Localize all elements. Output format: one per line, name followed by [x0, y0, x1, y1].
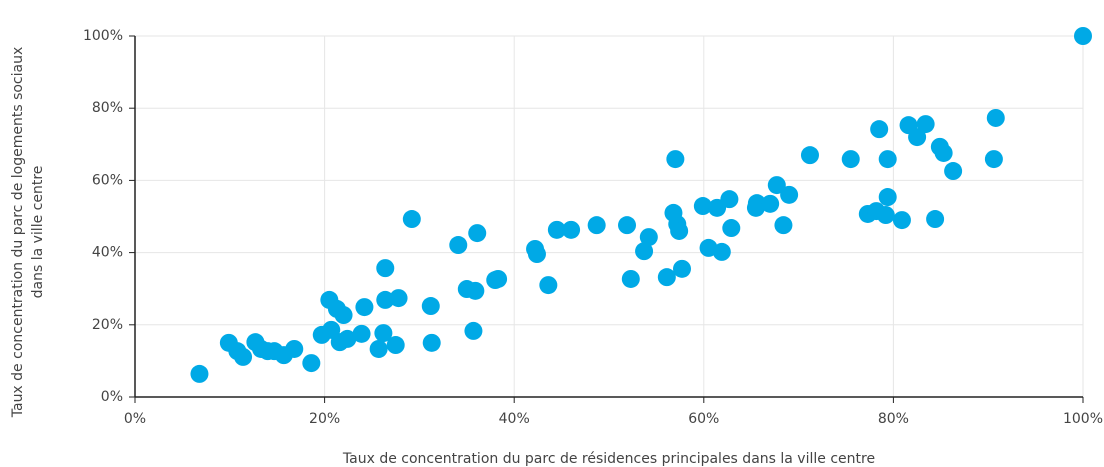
point [547, 220, 566, 239]
point [747, 194, 766, 213]
point [635, 242, 654, 261]
point [774, 216, 793, 235]
x-axis-label: Taux de concentration du parc de résiden… [342, 451, 875, 467]
point [722, 219, 741, 238]
point [986, 108, 1005, 127]
point [720, 190, 739, 209]
point [878, 188, 897, 207]
x-tick-label: 20% [309, 411, 340, 427]
point [892, 211, 911, 230]
point [374, 324, 393, 343]
point [876, 206, 895, 225]
point [355, 298, 374, 317]
x-tick-label: 0% [124, 411, 146, 427]
point [587, 216, 606, 235]
y-tick-label: 60% [92, 172, 123, 188]
point [466, 281, 485, 300]
point [780, 185, 799, 204]
point [422, 333, 441, 352]
point [539, 276, 558, 295]
x-tick-label: 100% [1063, 411, 1103, 427]
point [334, 306, 353, 325]
y-tick-label: 20% [92, 317, 123, 333]
x-tick-label: 80% [878, 411, 909, 427]
point [666, 150, 685, 169]
point [800, 146, 819, 165]
point [338, 329, 357, 348]
point [670, 221, 689, 240]
point [908, 128, 927, 147]
point [657, 268, 676, 287]
y-axis-label: Taux de concentration du parc de logemen… [10, 47, 26, 419]
point [369, 339, 388, 358]
point [761, 194, 780, 213]
point [767, 176, 786, 195]
x-tick-label: 40% [499, 411, 530, 427]
y-axis-label: dans la ville centre [30, 166, 46, 299]
point [386, 336, 405, 355]
point [190, 364, 209, 383]
point [984, 150, 1003, 169]
point [916, 115, 935, 134]
point [376, 290, 395, 309]
x-tick-label: 60% [688, 411, 719, 427]
point [468, 224, 487, 243]
point [464, 321, 483, 340]
point [389, 289, 408, 308]
point [449, 236, 468, 255]
point [672, 259, 691, 278]
point [402, 210, 421, 229]
point [421, 297, 440, 316]
point [639, 228, 658, 247]
point [870, 120, 889, 139]
point [285, 339, 304, 358]
y-tick-label: 40% [92, 245, 123, 261]
y-tick-label: 0% [101, 389, 123, 405]
point [934, 143, 953, 162]
point [562, 220, 581, 239]
point [926, 210, 945, 229]
point [841, 150, 860, 169]
point [489, 269, 508, 288]
point [618, 216, 637, 235]
point [693, 197, 712, 216]
point [352, 324, 371, 343]
point [1074, 27, 1092, 45]
point [302, 354, 321, 373]
point [376, 259, 395, 278]
y-tick-label: 80% [92, 100, 123, 116]
y-tick-label: 100% [83, 28, 123, 44]
point [944, 162, 963, 181]
point [712, 242, 731, 261]
point [621, 269, 640, 288]
point [234, 347, 253, 366]
point [878, 150, 897, 169]
point [527, 245, 546, 264]
